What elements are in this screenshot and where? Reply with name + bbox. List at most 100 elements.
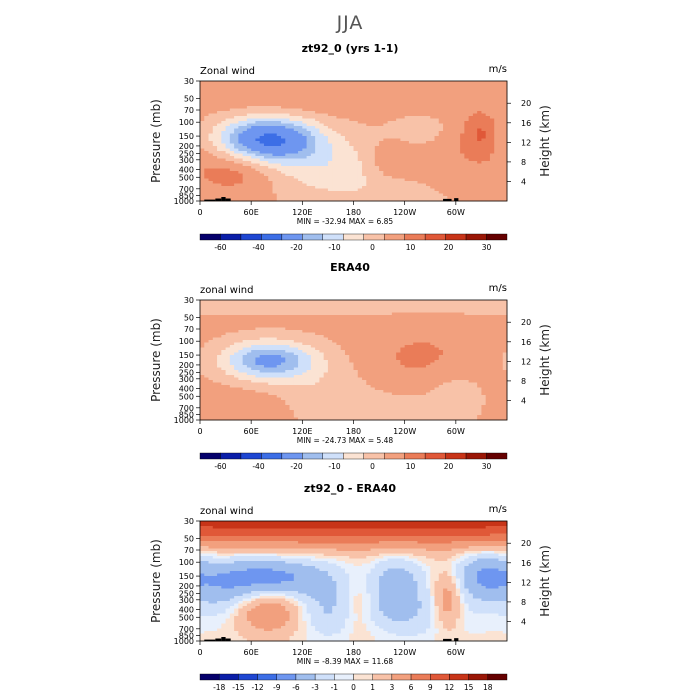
heatmap-cell <box>391 93 397 97</box>
heatmap-cell <box>340 151 346 154</box>
heatmap-cell <box>344 196 350 199</box>
heatmap-cell <box>293 178 299 182</box>
heatmap-cell <box>387 300 393 303</box>
heatmap-cell <box>404 305 410 308</box>
heatmap-cell <box>374 307 380 311</box>
heatmap-cell <box>234 171 239 174</box>
heatmap-cell <box>357 123 363 127</box>
heatmap-cell <box>464 138 470 142</box>
heatmap-cell <box>268 300 273 303</box>
heatmap-cell <box>396 186 401 189</box>
heatmap-cell <box>408 307 414 311</box>
heatmap-cell <box>234 178 239 182</box>
heatmap-cell <box>246 158 252 162</box>
heatmap-cell <box>425 146 431 149</box>
heatmap-cell <box>383 325 389 328</box>
heatmap-cell <box>246 81 252 84</box>
heatmap-cell <box>246 198 252 202</box>
heatmap-cell <box>336 302 342 306</box>
heatmap-cell <box>468 171 474 174</box>
heatmap-cell <box>379 151 384 154</box>
heatmap-cell <box>234 91 239 94</box>
heatmap-cell <box>327 88 333 92</box>
heatmap-cell <box>357 191 363 194</box>
heatmap-cell <box>293 113 299 117</box>
heatmap-cell <box>238 128 244 132</box>
heatmap-cell <box>353 91 359 94</box>
heatmap-cell <box>468 91 474 94</box>
heatmap-cell <box>349 156 354 159</box>
heatmap-cell <box>370 146 376 149</box>
heatmap-cell <box>238 305 244 308</box>
heatmap-cell <box>391 113 397 117</box>
heatmap-cell <box>353 171 359 174</box>
heatmap-cell <box>489 156 495 159</box>
heatmap-cell <box>268 347 273 351</box>
heatmap-cell <box>387 342 393 346</box>
heatmap-cell <box>477 193 482 197</box>
heatmap-cell <box>246 312 252 316</box>
heatmap-cell <box>434 153 440 157</box>
heatmap-cell <box>263 108 269 112</box>
heatmap-cell <box>421 325 427 328</box>
heatmap-cell <box>246 335 252 338</box>
heatmap-cell <box>293 181 299 184</box>
heatmap-cell <box>268 322 273 326</box>
colorbar-swatch <box>302 233 324 241</box>
heatmap-cell <box>349 116 354 119</box>
heatmap-cell <box>251 327 256 331</box>
heatmap-cell <box>281 173 286 177</box>
heatmap-cell <box>472 327 478 331</box>
heatmap-cell <box>383 335 389 338</box>
heatmap-cell <box>263 181 269 184</box>
heatmap-cell <box>357 113 363 117</box>
heatmap-cell <box>263 138 269 142</box>
heatmap-cell <box>281 166 286 169</box>
heatmap-cell <box>310 126 316 129</box>
heatmap-cell <box>302 148 307 152</box>
heatmap-cell <box>302 151 307 154</box>
heatmap-cell <box>387 121 393 124</box>
heatmap-cell <box>289 138 295 142</box>
heatmap-cell <box>268 143 273 147</box>
heatmap-cell <box>289 83 295 87</box>
heatmap-cell <box>272 101 278 104</box>
heatmap-cell <box>204 307 209 311</box>
heatmap-cell <box>302 118 307 122</box>
heatmap-cell <box>379 317 384 321</box>
heatmap-cell <box>238 183 244 187</box>
heatmap-cell <box>259 118 265 122</box>
heatmap-cell <box>434 193 440 197</box>
heatmap-cell <box>387 116 393 119</box>
heatmap-cell <box>455 138 461 142</box>
heatmap-cell <box>344 143 350 147</box>
heatmap-cell <box>255 193 261 197</box>
heatmap-cell <box>238 312 244 316</box>
heatmap-cell <box>494 88 499 92</box>
heatmap-cell <box>366 345 371 348</box>
heatmap-cell <box>306 193 312 197</box>
heatmap-cell <box>366 156 371 159</box>
heatmap-cell <box>396 101 401 104</box>
heatmap-cell <box>281 131 286 134</box>
heatmap-cell <box>438 96 444 99</box>
heatmap-cell <box>357 118 363 122</box>
heatmap-cell <box>306 118 312 122</box>
heatmap-cell <box>472 121 478 124</box>
heatmap-cell <box>344 193 350 197</box>
heatmap-cell <box>327 83 333 87</box>
heatmap-cell <box>387 163 393 167</box>
heatmap-cell <box>477 307 482 311</box>
heatmap-cell <box>200 106 205 109</box>
heatmap-cell <box>217 191 222 194</box>
heatmap-cell <box>276 330 282 333</box>
heatmap-cell <box>204 81 209 84</box>
heatmap-cell <box>460 151 465 154</box>
heatmap-cell <box>242 103 248 107</box>
heatmap-cell <box>238 325 244 328</box>
heatmap-cell <box>434 156 440 159</box>
heatmap-cell <box>319 141 325 144</box>
heatmap-cell <box>460 108 465 112</box>
heatmap-cell <box>208 322 214 326</box>
heatmap-cell <box>451 312 457 316</box>
